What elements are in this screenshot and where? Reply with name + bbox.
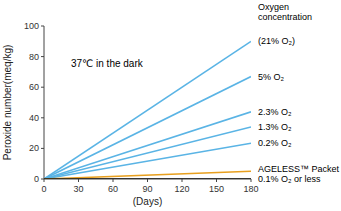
- labels-title: Oxygen: [258, 2, 289, 12]
- x-tick: [147, 179, 148, 182]
- y-tick: [41, 26, 44, 27]
- y-tick-label: 20: [29, 143, 39, 153]
- series-line: [44, 178, 251, 179]
- chart: 0 30 60 90 120 150 180 0 20 40 60 80 100 (Days) Peroxi…: [0, 0, 341, 211]
- y-tick: [41, 179, 44, 180]
- lines: [44, 41, 251, 179]
- axes: 0 30 60 90 120 150 180 0 20 40 60 80 100: [24, 21, 259, 194]
- series-line: [44, 143, 251, 179]
- x-tick-label: 60: [108, 184, 118, 194]
- x-tick-label: 180: [243, 184, 258, 194]
- series-line: [44, 127, 251, 179]
- y-tick-label: 80: [29, 52, 39, 62]
- series-line: [44, 41, 251, 179]
- y-axis-line: [44, 26, 45, 179]
- x-tick-label: 0: [41, 184, 46, 194]
- y-tick-label: 60: [29, 82, 39, 92]
- x-tick-label: 150: [209, 184, 224, 194]
- x-tick-label: 90: [142, 184, 152, 194]
- labels-title: concentration: [258, 12, 312, 22]
- y-tick: [41, 56, 44, 57]
- series-label: (21% O₂): [258, 36, 295, 46]
- series-label: 5% O₂: [258, 72, 285, 82]
- y-tick: [41, 148, 44, 149]
- y-tick-label: 0: [34, 174, 39, 184]
- series-label: 1.3% O₂: [258, 122, 292, 132]
- y-axis-label: Peroxide number(meq/kg): [2, 45, 13, 161]
- y-tick-label: 40: [29, 113, 39, 123]
- x-tick-label: 120: [174, 184, 189, 194]
- x-tick: [216, 179, 217, 182]
- x-tick-label: 30: [73, 184, 83, 194]
- series-line: [44, 171, 251, 179]
- x-axis-label: (Days): [133, 196, 162, 207]
- annotation: 37℃ in the dark: [71, 58, 144, 69]
- x-tick: [182, 179, 183, 182]
- y-tick-label: 100: [24, 21, 39, 31]
- x-tick: [113, 179, 114, 182]
- series-label: 0.2% O₂: [258, 138, 292, 148]
- x-tick: [78, 179, 79, 182]
- series-label: AGELESS™ Packet: [258, 164, 340, 174]
- series-line: [44, 77, 251, 179]
- series-label: 0.1% O₂ or less: [258, 174, 321, 184]
- series-label: 2.3% O₂: [258, 107, 292, 117]
- y-tick: [41, 117, 44, 118]
- x-tick: [251, 179, 252, 182]
- y-tick: [41, 87, 44, 88]
- series-line: [44, 112, 251, 179]
